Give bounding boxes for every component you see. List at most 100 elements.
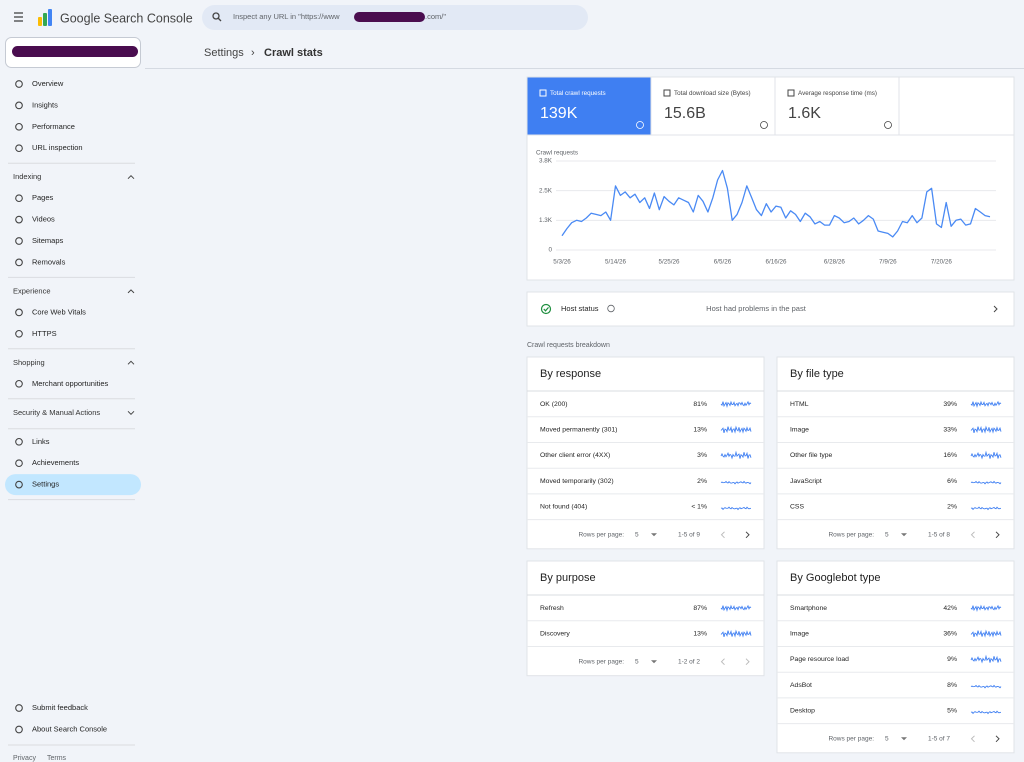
table-card xyxy=(776,356,1015,550)
row-label: Image xyxy=(790,426,809,433)
nav-item: Sitemaps xyxy=(32,236,64,245)
pager-size[interactable]: 5 xyxy=(885,532,889,539)
pager-prev[interactable] xyxy=(720,531,725,539)
row-share: 36% xyxy=(943,630,957,637)
redaction xyxy=(12,46,138,57)
row-share: 39% xyxy=(943,401,957,408)
logo xyxy=(38,9,52,26)
pager-range: 1-2 of 2 xyxy=(678,658,700,665)
nav-icon xyxy=(15,725,23,734)
checkbox[interactable] xyxy=(663,89,671,97)
row-share: 3% xyxy=(697,452,707,459)
table-card xyxy=(526,560,765,677)
pager-size[interactable]: 5 xyxy=(635,658,639,665)
nav-active-bg xyxy=(5,474,141,496)
sparkline xyxy=(970,604,1002,612)
dropdown-arrow[interactable] xyxy=(651,660,657,664)
y-tick-label: 3.8K xyxy=(539,158,553,165)
dropdown-arrow[interactable] xyxy=(901,533,907,537)
pager-size[interactable]: 5 xyxy=(885,736,889,743)
host-status-card[interactable] xyxy=(526,291,1015,327)
nav-icon xyxy=(15,215,23,224)
metric-card[interactable] xyxy=(650,76,776,136)
pager-prev[interactable] xyxy=(720,658,725,666)
chevron[interactable] xyxy=(127,410,135,416)
status-icon xyxy=(543,307,549,312)
pager-range: 1-5 of 8 xyxy=(928,532,950,539)
pager-next[interactable] xyxy=(995,531,1000,539)
footer-link: Privacy xyxy=(13,755,36,762)
sparkline xyxy=(720,400,752,408)
table-title: By Googlebot type xyxy=(790,572,881,584)
nav-item: Settings xyxy=(32,480,59,489)
row-label: Refresh xyxy=(540,605,564,612)
row-share: < 1% xyxy=(691,504,707,511)
pager-prev[interactable] xyxy=(970,735,975,743)
sparkline xyxy=(970,710,1002,715)
line-series xyxy=(561,169,991,238)
host-status-label: Host status xyxy=(561,304,599,313)
breadcrumb[interactable]: Settings xyxy=(204,47,244,59)
table-card xyxy=(776,560,1015,754)
content: Overview Insights Performance URL inspectio… xyxy=(5,76,1015,762)
sparkline xyxy=(720,629,752,638)
nav-item: Overview xyxy=(32,79,64,88)
y-axis-title: Crawl requests xyxy=(536,150,578,157)
sparkline xyxy=(720,506,752,511)
nav-icon xyxy=(15,459,23,468)
row-share: 42% xyxy=(943,605,957,612)
checkbox[interactable] xyxy=(539,89,547,97)
table-card xyxy=(526,356,765,550)
nav-item: Merchant opportunities xyxy=(32,379,109,388)
nav-item: Submit feedback xyxy=(32,703,88,712)
help-icon xyxy=(760,121,768,129)
metric-label: Total download size (Bytes) xyxy=(674,90,751,97)
pager-size[interactable]: 5 xyxy=(635,532,639,539)
checkbox[interactable] xyxy=(787,89,795,97)
nav-icon xyxy=(15,80,23,88)
nav-section-title: Indexing xyxy=(13,172,41,181)
nav-item: Performance xyxy=(32,122,75,131)
nav-item: Insights xyxy=(32,100,58,109)
sparkline xyxy=(970,400,1002,408)
breadcrumb-current: Crawl stats xyxy=(264,47,323,59)
sparkline xyxy=(970,684,1002,689)
status-icon xyxy=(540,303,552,315)
menu-button[interactable] xyxy=(14,12,23,22)
chevron[interactable] xyxy=(127,174,135,180)
chevron[interactable] xyxy=(127,360,135,365)
x-tick-label: 6/16/26 xyxy=(765,259,787,266)
row-label: HTML xyxy=(790,401,809,408)
row-share: 5% xyxy=(947,708,957,715)
sparkline xyxy=(970,450,1002,460)
pager-next[interactable] xyxy=(745,658,750,666)
nav-item: Pages xyxy=(32,193,54,202)
nav-section-title: Security & Manual Actions xyxy=(13,408,100,417)
pager-next[interactable] xyxy=(745,531,750,539)
nav-item: Removals xyxy=(32,257,66,266)
pager-prev[interactable] xyxy=(970,531,975,539)
row-label: Other client error (4XX) xyxy=(540,452,610,459)
dropdown-arrow[interactable] xyxy=(651,533,657,537)
sparkline xyxy=(720,480,752,485)
row-share: 13% xyxy=(693,630,707,637)
nav-icon xyxy=(15,480,23,489)
nav-icon xyxy=(15,704,23,712)
sparkline xyxy=(720,450,752,460)
row-share: 2% xyxy=(697,478,707,485)
pager-next[interactable] xyxy=(995,735,1000,743)
chevron[interactable] xyxy=(127,289,135,294)
table-title: By response xyxy=(540,368,601,380)
dropdown-arrow[interactable] xyxy=(901,737,907,741)
help-icon xyxy=(884,121,892,129)
table-title: By purpose xyxy=(540,572,596,584)
table-title: By file type xyxy=(790,368,844,380)
nav-icon xyxy=(15,101,23,110)
metric-card[interactable] xyxy=(774,76,900,136)
row-share: 6% xyxy=(947,478,957,485)
row-label: Discovery xyxy=(540,630,570,637)
nav-icon xyxy=(15,437,23,446)
row-label: Moved permanently (301) xyxy=(540,426,617,433)
row-share: 87% xyxy=(693,605,707,612)
nav-item: Links xyxy=(32,437,50,446)
